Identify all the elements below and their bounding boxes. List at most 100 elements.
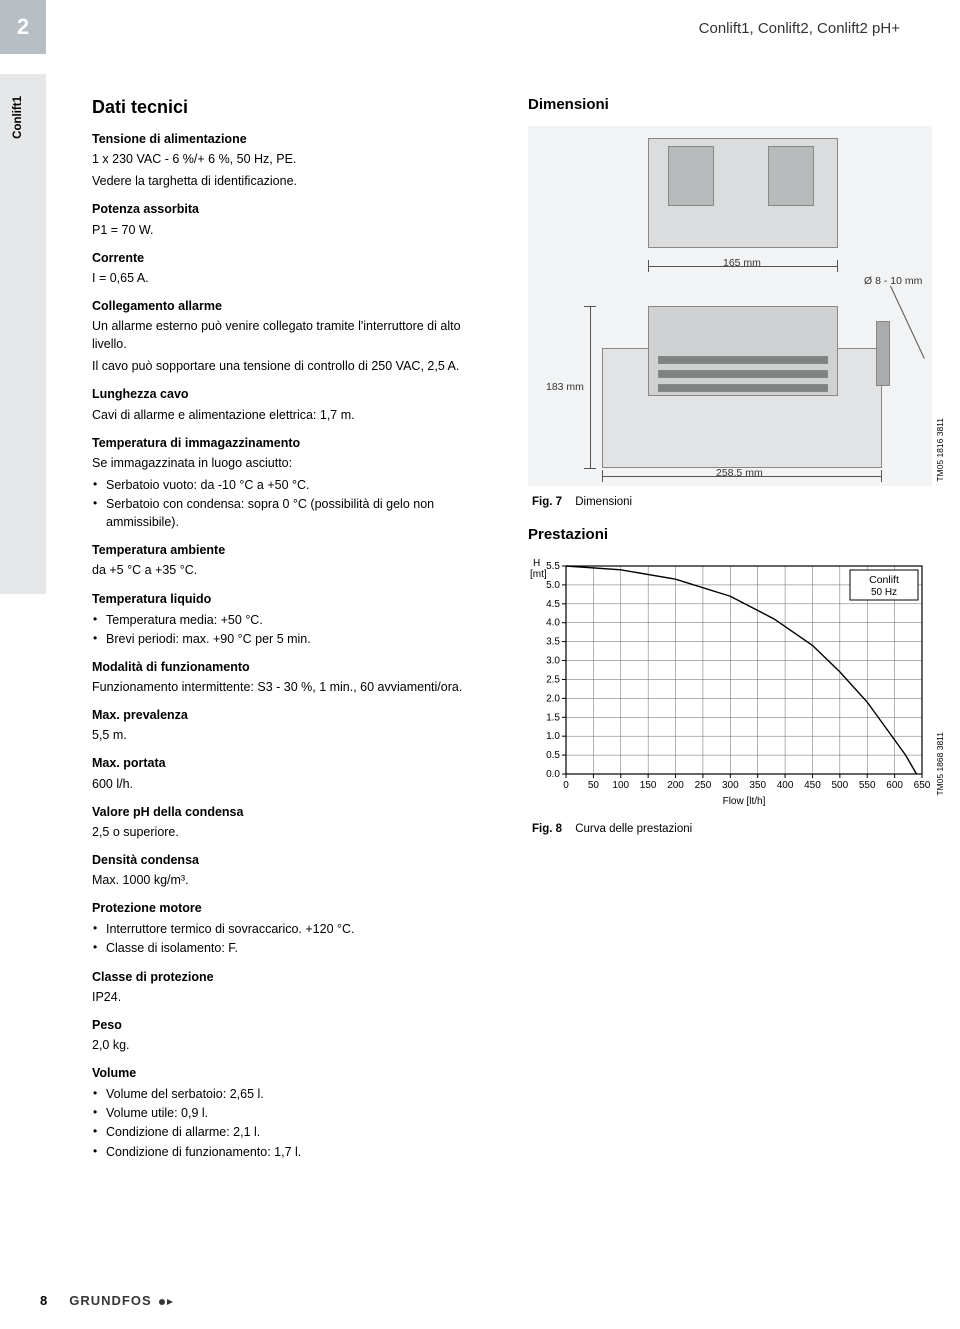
- svg-text:50 Hz: 50 Hz: [871, 587, 897, 598]
- storage-label: Temperatura di immagazzinamento: [92, 434, 492, 452]
- liquid-b2: Brevi periodi: max. +90 °C per 5 min.: [92, 630, 492, 648]
- storage-intro: Se immagazzinata in luogo asciutto:: [92, 454, 492, 472]
- svg-text:400: 400: [777, 780, 794, 791]
- voltage-l1: 1 x 230 VAC - 6 %/+ 6 %, 50 Hz, PE.: [92, 150, 492, 168]
- encl-label: Classe di protezione: [92, 968, 492, 986]
- flow-label: Max. portata: [92, 754, 492, 772]
- fig7-caption: Fig. 7 Dimensioni: [532, 494, 932, 511]
- current-label: Corrente: [92, 249, 492, 267]
- col-figures: Dimensioni 165 mm: [528, 94, 932, 1166]
- svg-text:1.0: 1.0: [546, 731, 560, 742]
- fig7-text: Dimensioni: [575, 496, 632, 508]
- sidebar-tab: [0, 74, 46, 594]
- svg-text:500: 500: [832, 780, 849, 791]
- motor-label: Protezione motore: [92, 899, 492, 917]
- svg-text:[mt]: [mt]: [530, 569, 547, 580]
- liquid-b1: Temperatura media: +50 °C.: [92, 611, 492, 629]
- power-val: P1 = 70 W.: [92, 221, 492, 239]
- svg-text:H: H: [533, 558, 540, 569]
- svg-text:4.5: 4.5: [546, 599, 560, 610]
- voltage-l2: Vedere la targhetta di identificazione.: [92, 172, 492, 190]
- storage-b1: Serbatoio vuoto: da -10 °C a +50 °C.: [92, 476, 492, 494]
- svg-text:1.5: 1.5: [546, 712, 560, 723]
- svg-text:450: 450: [804, 780, 821, 791]
- svg-text:250: 250: [695, 780, 712, 791]
- liquid-label: Temperatura liquido: [92, 590, 492, 608]
- svg-text:300: 300: [722, 780, 739, 791]
- svg-text:100: 100: [612, 780, 629, 791]
- density-label: Densità condensa: [92, 851, 492, 869]
- sidebar-label: Conlift1: [10, 96, 27, 139]
- dim-diam: Ø 8 - 10 mm: [864, 274, 922, 289]
- cable-label: Lunghezza cavo: [92, 385, 492, 403]
- fig8-caption: Fig. 8 Curva delle prestazioni: [532, 821, 932, 838]
- ph-label: Valore pH della condensa: [92, 803, 492, 821]
- svg-text:4.0: 4.0: [546, 618, 560, 629]
- storage-b2: Serbatoio con condensa: sopra 0 °C (poss…: [92, 495, 492, 531]
- head-label: Max. prevalenza: [92, 706, 492, 724]
- cable-val: Cavi di allarme e alimentazione elettric…: [92, 406, 492, 424]
- fig8-text: Curva delle prestazioni: [575, 823, 692, 835]
- svg-text:Conlift: Conlift: [869, 574, 899, 586]
- brand-logo-text: GRUNDFOS: [69, 1293, 151, 1308]
- svg-text:2.5: 2.5: [546, 675, 560, 686]
- svg-text:5.5: 5.5: [546, 561, 560, 572]
- section-number-tab: 2: [0, 0, 46, 54]
- col-technical-data: Dati tecnici Tensione di alimentazione 1…: [92, 94, 492, 1166]
- svg-text:600: 600: [886, 780, 903, 791]
- vol-b2: Volume utile: 0,9 l.: [92, 1104, 492, 1122]
- ph-val: 2,5 o superiore.: [92, 823, 492, 841]
- dim-165: 165 mm: [723, 256, 761, 271]
- svg-text:350: 350: [749, 780, 766, 791]
- svg-text:550: 550: [859, 780, 876, 791]
- fig8-num: Fig. 8: [532, 823, 562, 835]
- power-label: Potenza assorbita: [92, 200, 492, 218]
- dim-258: 258.5 mm: [716, 466, 763, 481]
- motor-b1: Interruttore termico di sovraccarico. +1…: [92, 920, 492, 938]
- alarm-l1: Un allarme esterno può venire collegato …: [92, 317, 492, 353]
- svg-text:150: 150: [640, 780, 657, 791]
- svg-text:Flow [lt/h]: Flow [lt/h]: [723, 796, 766, 807]
- svg-text:3.5: 3.5: [546, 637, 560, 648]
- vol-b4: Condizione di funzionamento: 1,7 l.: [92, 1143, 492, 1161]
- vol-label: Volume: [92, 1064, 492, 1082]
- chart-tm: TM05 1868 3811: [934, 732, 946, 796]
- dim-title: Dimensioni: [528, 94, 932, 116]
- svg-text:0.0: 0.0: [546, 769, 560, 780]
- fig7-num: Fig. 7: [532, 496, 562, 508]
- svg-text:200: 200: [667, 780, 684, 791]
- svg-text:5.0: 5.0: [546, 580, 560, 591]
- performance-chart: 0.0 0.5 1.0 1.5 2.0 2.5 3.0 3.5 4.0 4.5 5.0 5.5 0 50 1…: [528, 556, 932, 813]
- dimensioni-figure: 165 mm Ø 8 - 10 mm 183 mm 258.5 mm TM05 …: [528, 126, 932, 486]
- svg-text:2.0: 2.0: [546, 694, 560, 705]
- svg-text:650: 650: [914, 780, 931, 791]
- vol-b3: Condizione di allarme: 2,1 l.: [92, 1123, 492, 1141]
- vol-b1: Volume del serbatoio: 2,65 l.: [92, 1085, 492, 1103]
- encl-val: IP24.: [92, 988, 492, 1006]
- perf-title: Prestazioni: [528, 524, 932, 546]
- mode-label: Modalità di funzionamento: [92, 658, 492, 676]
- ambient-val: da +5 °C a +35 °C.: [92, 561, 492, 579]
- motor-b2: Classe di isolamento: F.: [92, 939, 492, 957]
- footer: 8 GRUNDFOS: [40, 1292, 176, 1311]
- svg-text:0.5: 0.5: [546, 750, 560, 761]
- weight-label: Peso: [92, 1016, 492, 1034]
- tech-title: Dati tecnici: [92, 94, 492, 120]
- product-header: Conlift1, Conlift2, Conlift2 pH+: [699, 18, 900, 40]
- svg-text:3.0: 3.0: [546, 656, 560, 667]
- mode-val: Funzionamento intermittente: S3 - 30 %, …: [92, 678, 492, 696]
- alarm-label: Collegamento allarme: [92, 297, 492, 315]
- weight-val: 2,0 kg.: [92, 1036, 492, 1054]
- voltage-label: Tensione di alimentazione: [92, 130, 492, 148]
- page-number: 8: [40, 1292, 47, 1311]
- ambient-label: Temperatura ambiente: [92, 541, 492, 559]
- alarm-l2: Il cavo può sopportare una tensione di c…: [92, 357, 492, 375]
- dim-183: 183 mm: [546, 380, 584, 395]
- svg-text:0: 0: [563, 780, 569, 791]
- svg-text:50: 50: [588, 780, 600, 791]
- current-val: I = 0,65 A.: [92, 269, 492, 287]
- head-val: 5,5 m.: [92, 726, 492, 744]
- density-val: Max. 1000 kg/m³.: [92, 871, 492, 889]
- flow-val: 600 l/h.: [92, 775, 492, 793]
- dim-tm: TM05 1816 3811: [934, 418, 946, 482]
